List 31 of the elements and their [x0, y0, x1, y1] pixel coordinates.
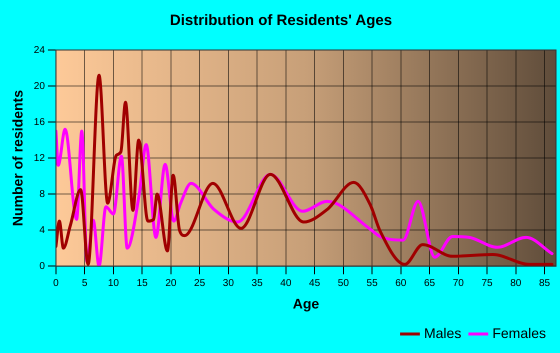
- x-tick-label: 55: [366, 278, 378, 289]
- x-tick-label: 60: [395, 278, 407, 289]
- x-tick-label: 65: [424, 278, 436, 289]
- y-tick-label: 24: [34, 44, 46, 56]
- x-tick-label: 10: [108, 278, 120, 289]
- x-tick-label: 80: [510, 278, 522, 289]
- y-tick-label: 0: [39, 260, 46, 272]
- legend-label: Males: [424, 324, 462, 341]
- y-tick-label: 20: [34, 80, 46, 92]
- x-tick-label: 85: [538, 278, 551, 289]
- x-tick-label: 75: [481, 278, 494, 289]
- x-tick-label: 30: [222, 278, 234, 289]
- y-tick-label: 4: [39, 224, 46, 236]
- x-tick-label: 70: [452, 278, 464, 289]
- x-axis-title: Age: [292, 295, 320, 312]
- line-series: [56, 74, 554, 266]
- x-tick-label: 0: [53, 278, 60, 289]
- y-tick-label: 16: [34, 116, 46, 128]
- x-tick-label: 25: [194, 278, 206, 289]
- x-tick-label: 45: [309, 278, 321, 289]
- y-axis-title: Number of residents: [9, 90, 26, 226]
- x-tick-label: 20: [165, 278, 177, 289]
- x-tick-label: 50: [338, 278, 350, 289]
- chart-title: Distribution of Residents' Ages: [170, 12, 392, 30]
- x-tick-label: 35: [252, 278, 264, 289]
- y-tick-label: 8: [39, 188, 46, 200]
- x-tick-label: 15: [136, 278, 148, 289]
- x-tick-label: 5: [82, 278, 88, 289]
- legend-label: Females: [492, 324, 546, 341]
- y-tick-label: 12: [34, 152, 46, 164]
- x-tick-label: 40: [280, 278, 292, 289]
